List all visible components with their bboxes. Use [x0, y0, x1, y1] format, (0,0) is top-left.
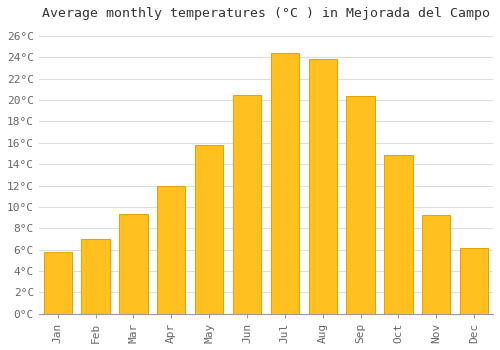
Bar [119, 215, 148, 314]
Bar [44, 252, 72, 314]
Bar [157, 186, 186, 314]
Bar [195, 145, 224, 314]
Bar [308, 60, 337, 314]
Bar [82, 239, 110, 314]
Bar [460, 247, 488, 314]
Bar [270, 53, 299, 314]
Bar [384, 155, 412, 314]
Bar [422, 216, 450, 314]
Bar [346, 96, 375, 314]
Title: Average monthly temperatures (°C ) in Mejorada del Campo: Average monthly temperatures (°C ) in Me… [42, 7, 490, 20]
Bar [233, 95, 261, 314]
